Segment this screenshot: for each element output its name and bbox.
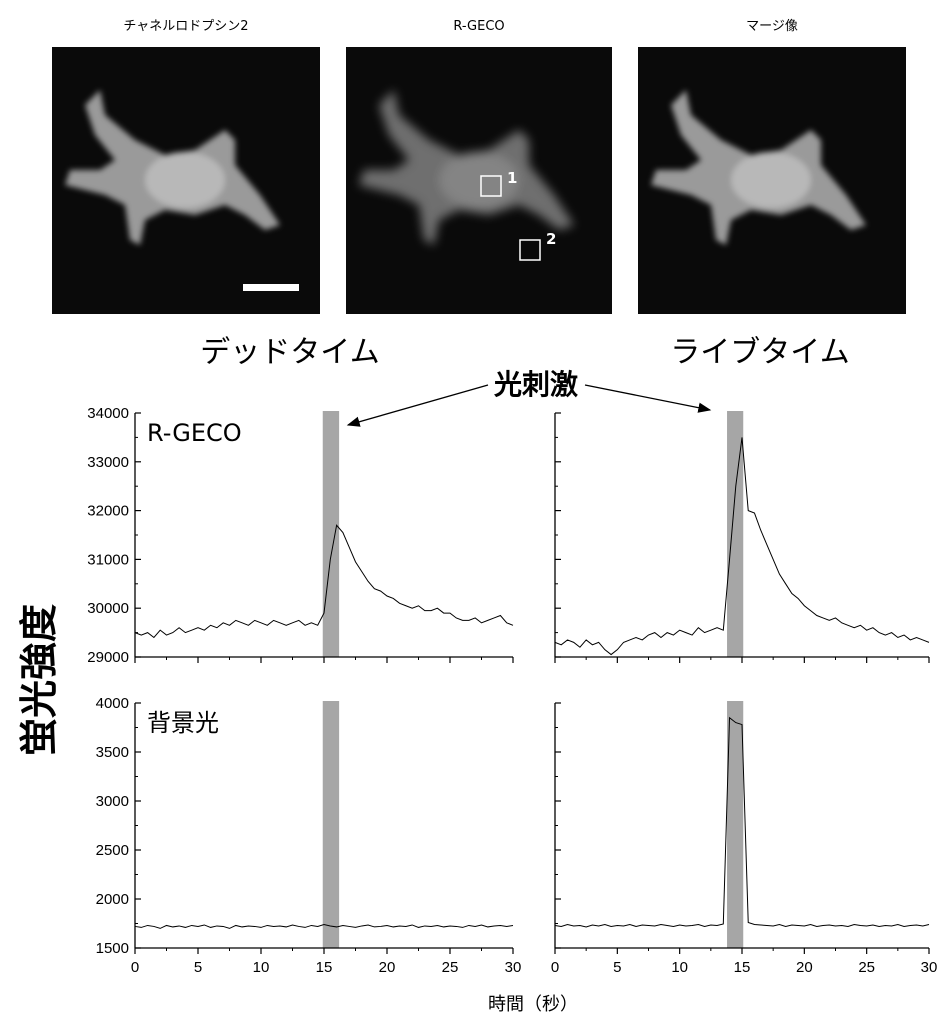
mode-label: デッドタイム — [200, 335, 379, 370]
x-tick-label: 0 — [131, 959, 139, 976]
roi-label: 1 — [507, 169, 517, 187]
x-tick-label: 20 — [796, 959, 813, 976]
x-tick-label: 5 — [613, 959, 621, 976]
image-title: R-GECO — [453, 19, 504, 34]
panel-label: R-GECO — [147, 419, 242, 447]
stimulus-band — [323, 701, 339, 948]
y-axis-label: 蛍光強度 — [17, 604, 61, 756]
stimulus-band — [727, 701, 743, 948]
scale-bar — [243, 284, 299, 291]
roi-label: 2 — [546, 230, 556, 248]
y-tick-label: 32000 — [87, 503, 129, 520]
y-tick-label: 1500 — [96, 940, 129, 957]
x-tick-label: 30 — [505, 959, 522, 976]
x-tick-label: 10 — [671, 959, 688, 976]
x-tick-label: 20 — [379, 959, 396, 976]
image-title: チャネルロドプシン2 — [123, 19, 248, 34]
micrograph — [52, 47, 320, 314]
x-tick-label: 15 — [316, 959, 333, 976]
stimulus-band — [323, 411, 339, 657]
x-tick-label: 15 — [734, 959, 751, 976]
y-tick-label: 30000 — [87, 600, 129, 617]
page: チャネルロドプシン2 R-GECO マージ像 1 2 デッドタイム ライブタイム… — [0, 0, 945, 1021]
x-tick-label: 25 — [858, 959, 875, 976]
y-tick-label: 33000 — [87, 454, 129, 471]
micrograph: 1 2 — [346, 47, 612, 314]
y-tick-label: 31000 — [87, 551, 129, 568]
y-tick-label: 4000 — [96, 695, 129, 712]
x-tick-label: 0 — [551, 959, 559, 976]
y-tick-label: 3500 — [96, 744, 129, 761]
y-tick-label: 2000 — [96, 891, 129, 908]
figure: チャネルロドプシン2 R-GECO マージ像 1 2 デッドタイム ライブタイム… — [0, 0, 945, 1021]
y-tick-label: 3000 — [96, 793, 129, 810]
x-tick-label: 5 — [194, 959, 202, 976]
micrograph — [638, 47, 906, 314]
x-tick-label: 30 — [921, 959, 938, 976]
x-axis-label: 時間（秒） — [488, 994, 578, 1015]
y-tick-label: 2500 — [96, 842, 129, 859]
y-tick-label: 29000 — [87, 649, 129, 666]
mode-label: ライブタイム — [670, 335, 849, 370]
panel-label: 背景光 — [147, 709, 219, 737]
x-tick-label: 25 — [442, 959, 459, 976]
stimulus-label: 光刺激 — [493, 368, 578, 401]
y-tick-label: 34000 — [87, 405, 129, 422]
arrow — [585, 385, 710, 410]
arrow — [348, 385, 488, 425]
image-title: マージ像 — [746, 19, 798, 34]
x-tick-label: 10 — [253, 959, 270, 976]
